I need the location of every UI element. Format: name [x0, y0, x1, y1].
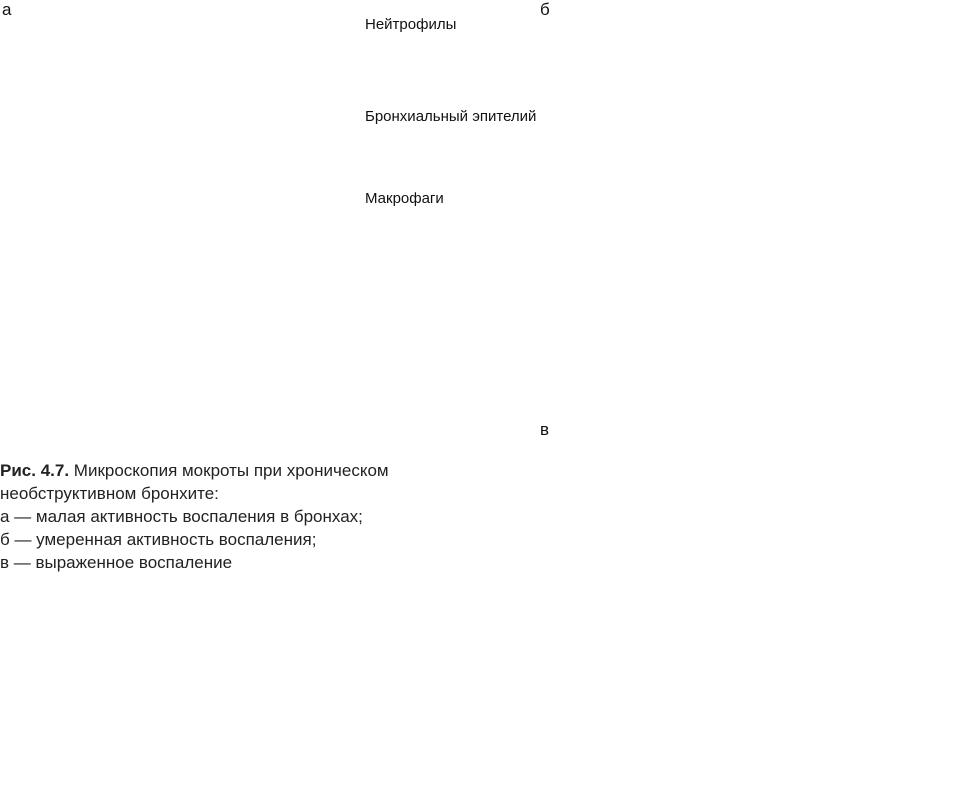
legend-line-0: а — малая активность воспаления в бронха… — [0, 507, 363, 526]
panel-letter-a: а — [2, 0, 11, 20]
label-macrophages: Макрофаги — [365, 190, 444, 207]
label-epithelium: Бронхиальный эпителий — [365, 108, 536, 125]
legend-line-2: в — выраженное воспаление — [0, 553, 232, 572]
figure-caption: Рис. 4.7. Микроскопия мокроты при хронич… — [0, 460, 470, 575]
label-neutrophils: Нейтрофилы — [365, 16, 456, 33]
figure-number: Рис. 4.7. — [0, 461, 69, 480]
panel-letter-b: б — [540, 0, 550, 20]
panel-letter-v: в — [540, 420, 549, 440]
legend-line-1: б — умеренная активность воспаления; — [0, 530, 316, 549]
